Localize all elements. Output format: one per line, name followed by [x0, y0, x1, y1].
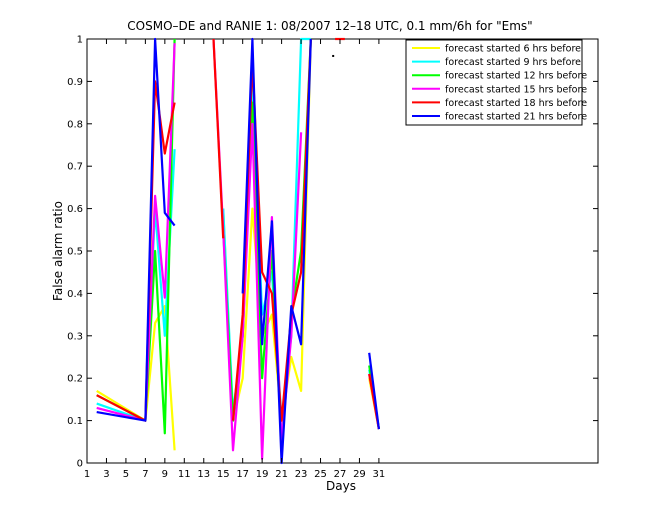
x-tick-label: 23 — [295, 469, 308, 480]
x-tick-label: 21 — [275, 469, 288, 480]
y-tick-label: 0.7 — [67, 162, 83, 173]
legend-box — [405, 39, 583, 126]
x-tick-label: 5 — [123, 469, 129, 480]
x-tick-label: 15 — [217, 469, 230, 480]
y-tick-label: 0.2 — [67, 374, 83, 385]
y-tick-label: 0.3 — [67, 331, 83, 342]
series-line — [368, 352, 380, 430]
y-axis-label: False alarm ratio — [51, 201, 65, 301]
y-tick-label: 0.5 — [67, 247, 83, 258]
x-tick-label: 1 — [84, 469, 90, 480]
x-tick-label: 29 — [353, 469, 366, 480]
x-axis: 1 3 5 7 9 11 13 15 17 19 21 23 25 27 29 31 — [84, 39, 385, 480]
x-tick-label: 7 — [142, 469, 148, 480]
chart-title: COSMO–DE and RANIE 1: 08/2007 12–18 UTC,… — [127, 19, 532, 33]
x-tick-label: 9 — [162, 469, 168, 480]
y-tick-label: 0.1 — [67, 416, 83, 427]
legend-entry: forecast started 9 hrs before — [412, 57, 581, 68]
y-tick-label: 1 — [77, 35, 83, 46]
y-tick-label: 0.6 — [67, 204, 83, 215]
series-line — [241, 37, 312, 465]
legend-entry: forecast started 18 hrs before — [412, 98, 587, 109]
x-tick-label: 25 — [314, 469, 327, 480]
y-tick-label: 0.4 — [67, 289, 83, 300]
legend-label: forecast started 21 hrs before — [445, 112, 587, 123]
legend-entry: forecast started 6 hrs before — [412, 44, 581, 55]
x-tick-label: 27 — [334, 469, 347, 480]
legend-label: forecast started 15 hrs before — [445, 84, 587, 95]
legend: forecast started 6 hrs before forecast st… — [405, 39, 587, 126]
y-tick-label: 0.8 — [67, 119, 83, 130]
series-line — [96, 37, 176, 422]
x-tick-label: 11 — [178, 469, 191, 480]
series-6 — [96, 37, 380, 465]
y-axis: 0 0.1 0.2 0.3 0.4 0.5 0.6 0.7 0.8 0.9 1 — [67, 35, 598, 470]
y-tick-label: 0.9 — [67, 77, 83, 88]
legend-label: forecast started 18 hrs before — [445, 98, 587, 109]
series-line — [96, 305, 176, 451]
x-tick-label: 31 — [373, 469, 386, 480]
series-line — [96, 43, 176, 422]
y-tick-label: 0 — [77, 459, 83, 470]
x-axis-label: Days — [326, 479, 356, 493]
legend-label: forecast started 6 hrs before — [445, 44, 581, 55]
legend-label: forecast started 12 hrs before — [445, 71, 587, 82]
legend-entry: forecast started 15 hrs before — [412, 84, 587, 95]
legend-label: forecast started 9 hrs before — [445, 57, 581, 68]
x-tick-label: 19 — [256, 469, 269, 480]
legend-entry: forecast started 12 hrs before — [412, 71, 587, 82]
x-tick-label: 3 — [103, 469, 109, 480]
series-line — [212, 38, 225, 239]
isolated-point — [332, 54, 335, 57]
legend-entry: forecast started 21 hrs before — [412, 112, 587, 123]
x-tick-label: 13 — [197, 469, 210, 480]
x-tick-label: 17 — [236, 469, 249, 480]
